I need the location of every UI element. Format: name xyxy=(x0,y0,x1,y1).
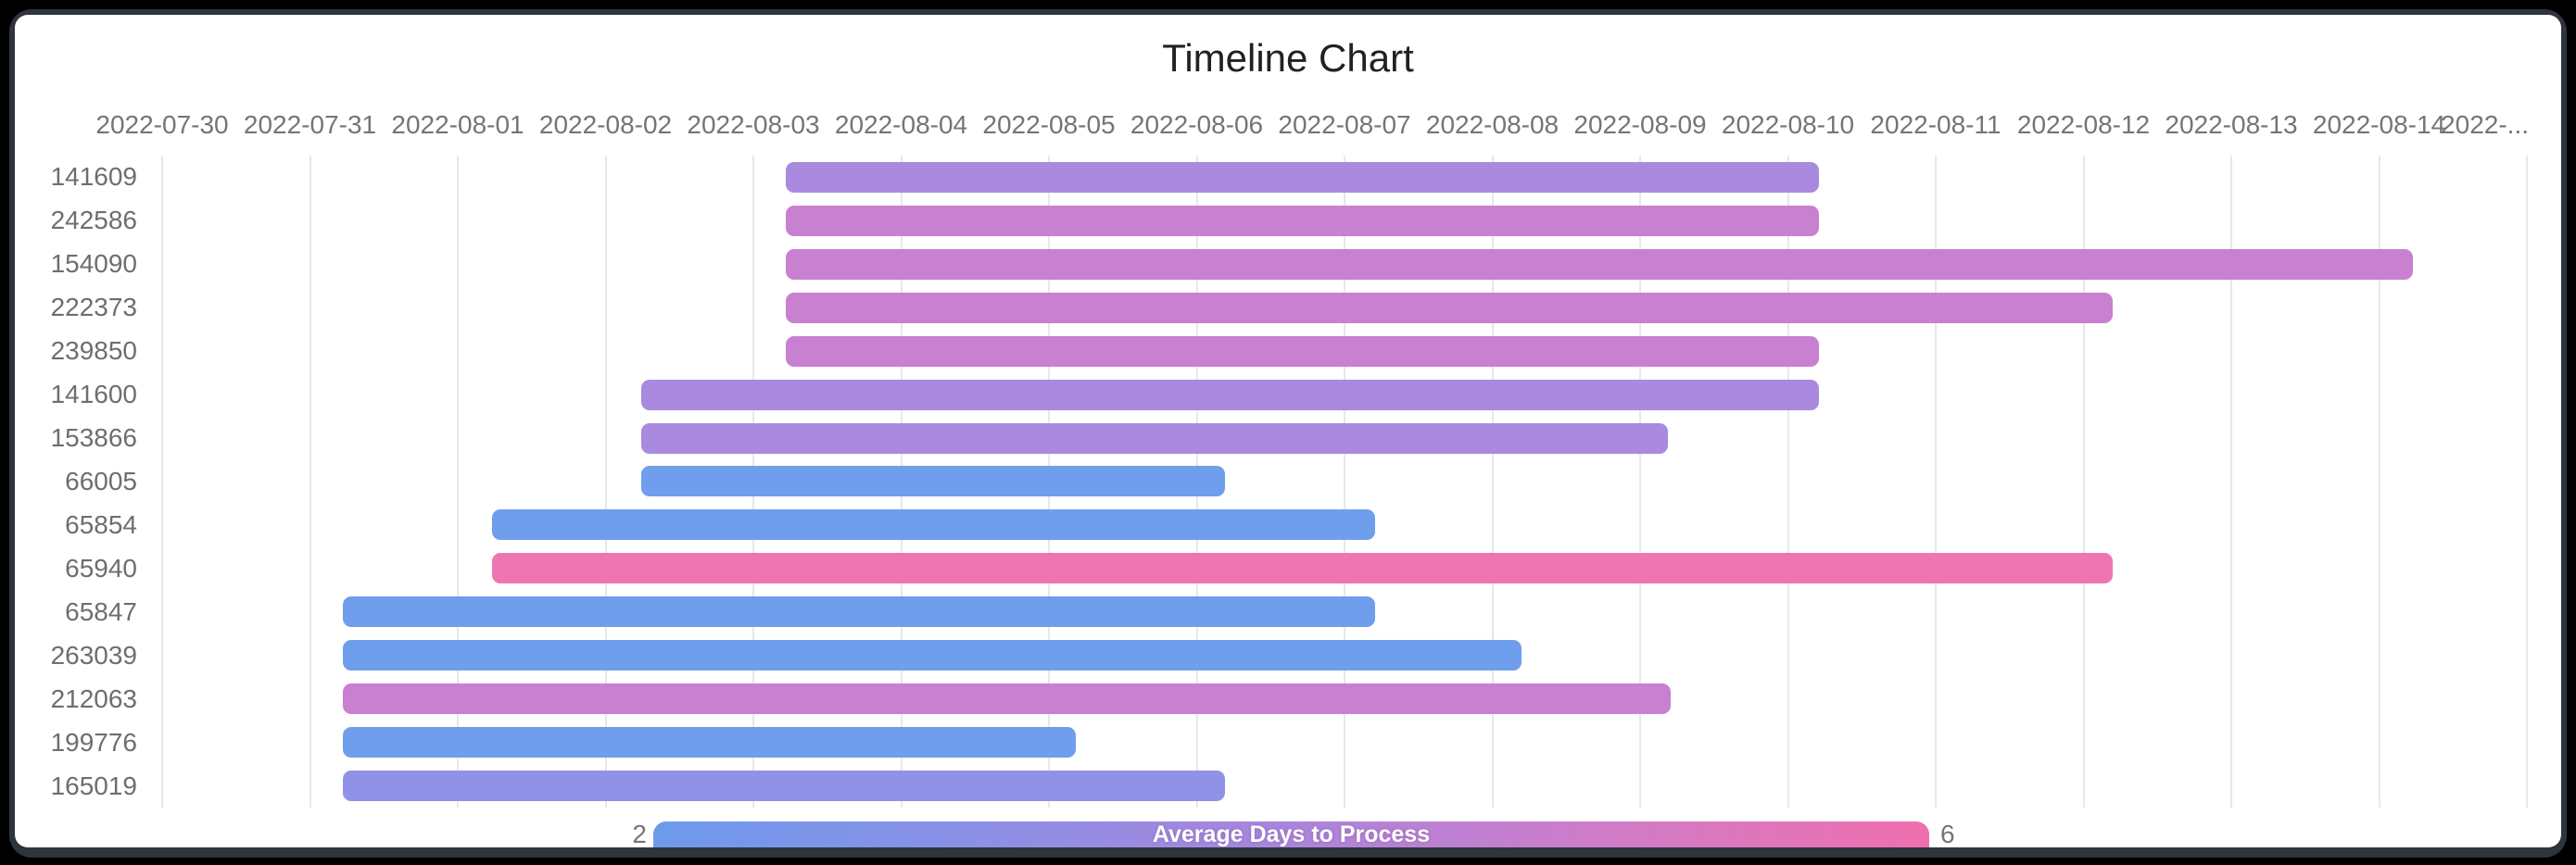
timeline-bar[interactable] xyxy=(640,379,1819,410)
timeline-bar[interactable] xyxy=(342,596,1376,628)
gridline xyxy=(1639,156,1641,808)
x-tick-label: 2022-08-01 xyxy=(391,110,524,139)
timeline-bar[interactable] xyxy=(786,205,1819,236)
x-tick-label: 2022-07-31 xyxy=(243,110,377,139)
y-tick-label: 65847 xyxy=(65,596,137,626)
x-tick-label: 2022-08-06 xyxy=(1130,110,1264,139)
y-tick-label: 242586 xyxy=(50,206,137,235)
timeline-bar[interactable] xyxy=(786,248,2414,280)
y-tick-label: 212063 xyxy=(50,683,137,713)
timeline-bar[interactable] xyxy=(342,771,1225,802)
chart-card: Timeline Chart 2022-07-30 2022-07-31 2022-… xyxy=(15,15,2561,847)
x-tick-label: 2022-08-04 xyxy=(834,110,968,139)
x-tick-label: 2022-08-02 xyxy=(538,110,673,139)
gridline xyxy=(2082,156,2085,808)
gridline xyxy=(604,156,607,808)
y-tick-label: 153866 xyxy=(50,423,137,453)
gridline xyxy=(2378,156,2380,808)
y-tick-label: 239850 xyxy=(50,336,137,366)
legend-min-value: 2 xyxy=(632,820,647,847)
legend-title: Average Days to Process xyxy=(1152,821,1431,847)
y-tick-label: 66005 xyxy=(65,466,137,495)
legend-max-value: 6 xyxy=(1940,820,1955,847)
timeline-bar[interactable] xyxy=(342,727,1076,758)
gridline xyxy=(309,156,311,808)
x-tick-label: 2022-08-05 xyxy=(982,110,1116,139)
x-tick-label: 2022-07-30 xyxy=(95,110,229,139)
x-tick-label: 2022-08-14 xyxy=(2312,110,2446,139)
legend-gradient-bar: Average Days to Process xyxy=(653,821,1929,847)
gridline xyxy=(1344,156,1345,808)
y-tick-label: 141609 xyxy=(50,162,137,192)
y-tick-label: 263039 xyxy=(50,640,137,670)
y-tick-label: 154090 xyxy=(50,249,137,279)
gridline xyxy=(1491,156,1494,808)
gridline xyxy=(161,156,163,808)
timeline-bar[interactable] xyxy=(491,553,2114,584)
y-tick-label: 141600 xyxy=(50,380,137,409)
timeline-bar[interactable] xyxy=(342,640,1522,671)
x-tick-label: 2022-08-03 xyxy=(687,110,820,139)
y-tick-label: 65940 xyxy=(65,553,137,583)
timeline-bar[interactable] xyxy=(640,422,1669,454)
y-tick-label: 199776 xyxy=(50,727,137,757)
timeline-bar[interactable] xyxy=(342,683,1672,715)
timeline-bar[interactable] xyxy=(640,466,1225,497)
y-tick-label: 165019 xyxy=(50,771,137,800)
timeline-bar[interactable] xyxy=(786,292,2114,323)
x-tick-label: 2022-08-10 xyxy=(1721,110,1855,139)
gridline xyxy=(1935,156,1937,808)
gridline xyxy=(2526,156,2528,808)
window-frame: Timeline Chart 2022-07-30 2022-07-31 2022-… xyxy=(9,9,2567,858)
gridline xyxy=(2230,156,2232,808)
x-tick-label: 2022-08-07 xyxy=(1278,110,1411,139)
x-tick-label: 2022-08-11 xyxy=(1870,110,2001,139)
x-tick-label: 2022-... xyxy=(2441,110,2529,139)
x-tick-label: 2022-08-08 xyxy=(1425,110,1559,139)
timeline-bar[interactable] xyxy=(786,335,1819,367)
chart-title: Timeline Chart xyxy=(1162,36,1414,80)
gridline xyxy=(1787,156,1789,808)
timeline-bar[interactable] xyxy=(786,161,1819,193)
y-tick-label: 65854 xyxy=(65,509,137,539)
gridline xyxy=(457,156,459,808)
x-tick-label: 2022-08-13 xyxy=(2165,110,2298,139)
y-tick-label: 222373 xyxy=(50,293,137,322)
x-tick-label: 2022-08-09 xyxy=(1573,110,1707,139)
x-tick-label: 2022-08-12 xyxy=(2016,110,2151,139)
timeline-bar[interactable] xyxy=(491,509,1376,541)
